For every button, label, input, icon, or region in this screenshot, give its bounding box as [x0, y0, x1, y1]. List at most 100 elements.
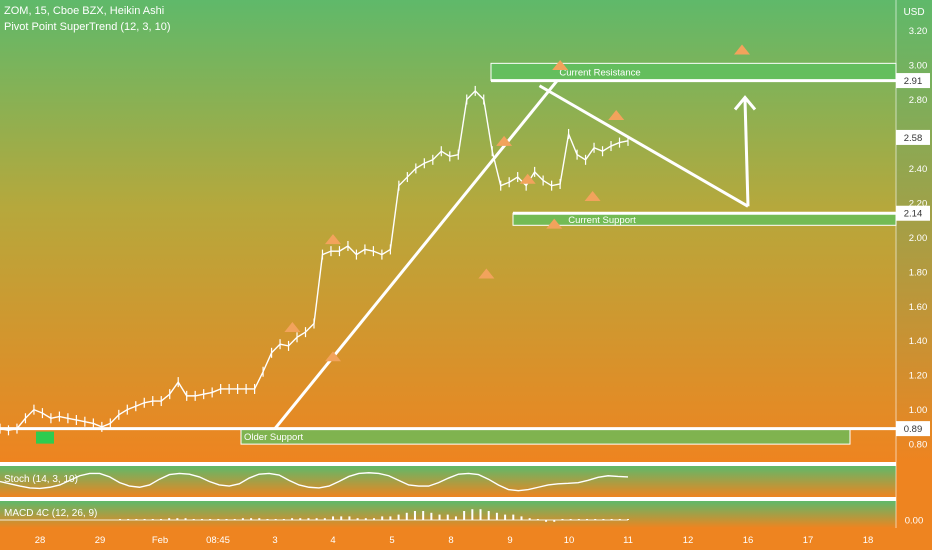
time-axis-tick: 5: [389, 535, 394, 546]
price-axis-unit: USD: [903, 7, 924, 18]
macd-bar: [184, 518, 187, 520]
falling-trendline: [538, 84, 749, 208]
macd-pane-background: [0, 501, 896, 528]
macd-bar: [504, 514, 507, 520]
time-axis-tick: 29: [95, 535, 106, 546]
time-axis-tick: 10: [564, 535, 575, 546]
time-axis-tick: 8: [448, 535, 453, 546]
stoch-pane-label: Stoch (14, 3, 10): [4, 474, 78, 485]
supertrend-up-marker: [496, 135, 513, 146]
price-badge-label: 2.14: [904, 209, 923, 220]
time-axis-tick: 9: [507, 535, 512, 546]
price-axis-tick: 0.80: [909, 440, 928, 451]
price-badge: [896, 73, 930, 89]
time-axis-tick: 4: [330, 535, 335, 546]
price-axis-tick: 2.80: [909, 95, 928, 106]
time-axis-tick: 11: [623, 535, 633, 546]
time-axis-tick: Feb: [152, 535, 168, 546]
indicator-label: Pivot Point SuperTrend (12, 3, 10): [4, 21, 171, 33]
time-axis-tick: 3: [272, 535, 277, 546]
price-axis-tick: 2.40: [909, 164, 928, 175]
macd-bar: [397, 514, 400, 520]
macd-axis-tick: 0.00: [905, 516, 924, 527]
chart-title: ZOM, 15, Cboe BZX, Heikin Ashi: [4, 5, 165, 17]
price-axis-tick: 1.40: [909, 336, 928, 347]
macd-bar: [446, 514, 449, 520]
macd-bar: [299, 518, 302, 520]
price-badge: [896, 421, 930, 437]
macd-bar: [512, 514, 515, 520]
resistance-label: Current Resistance: [559, 67, 640, 78]
supertrend-down-marker: [325, 351, 341, 362]
time-axis-tick: 16: [743, 535, 754, 546]
price-badge-label: 2.91: [904, 76, 923, 87]
resistance-zone: [490, 62, 897, 82]
price-axis-tick: 1.60: [909, 302, 928, 313]
projection-arrow-head: [733, 95, 757, 111]
supertrend-start-marker: [36, 431, 54, 444]
stoch-line: [0, 472, 629, 492]
macd-bar: [430, 512, 433, 520]
macd-bar: [405, 512, 408, 520]
macd-bar: [258, 518, 261, 520]
macd-bar: [520, 516, 523, 520]
price-axis-tick: 2.20: [909, 198, 928, 209]
macd-bar: [479, 509, 482, 520]
macd-bar: [250, 518, 253, 520]
supertrend-down-marker: [478, 268, 495, 279]
macd-bar: [168, 518, 171, 520]
macd-bar: [413, 511, 416, 520]
supertrend-up-marker: [734, 44, 750, 55]
macd-bar: [307, 518, 310, 520]
rising-trendline: [273, 79, 559, 430]
macd-bar: [528, 518, 531, 520]
price-axis-tick: 3.00: [909, 61, 928, 72]
price-axis-tick: 1.20: [909, 371, 928, 382]
projection-arrow-shaft: [743, 99, 750, 207]
macd-bar: [545, 520, 548, 522]
macd-bar: [389, 516, 392, 520]
macd-bar: [340, 516, 343, 520]
macd-bar: [471, 509, 474, 520]
price-badge: [896, 129, 930, 145]
price-axis-tick: 3.20: [909, 26, 928, 37]
macd-bar: [454, 516, 457, 520]
macd-bar: [553, 520, 556, 522]
macd-bar: [348, 516, 351, 520]
older-support-label: Older Support: [244, 432, 304, 443]
time-axis-tick: 08:45: [206, 535, 230, 546]
macd-bar: [356, 518, 359, 520]
macd-bar: [381, 516, 384, 520]
macd-bar: [323, 518, 326, 520]
macd-bar: [364, 518, 367, 520]
supertrend-down-marker: [546, 218, 563, 229]
time-axis-tick: 17: [803, 535, 814, 546]
time-axis-tick: 12: [683, 535, 694, 546]
price-axis-tick: 2.00: [909, 233, 928, 244]
supertrend-up-marker: [325, 234, 341, 245]
price-badge: [896, 205, 930, 221]
time-axis-background: [0, 528, 932, 550]
macd-bar: [291, 518, 294, 520]
support-label: Current Support: [568, 215, 636, 226]
macd-bar: [241, 518, 244, 520]
macd-bar: [495, 512, 498, 520]
macd-bar: [438, 514, 441, 520]
older-support-zone: [240, 428, 851, 445]
supertrend-down-marker: [584, 191, 601, 202]
macd-bar: [422, 511, 425, 520]
macd-bar: [463, 511, 466, 520]
supertrend-up-marker: [284, 321, 301, 332]
stoch-pane-background: [0, 466, 896, 497]
macd-bar: [332, 516, 335, 520]
macd-bar: [176, 518, 179, 520]
price-badge-label: 0.89: [904, 424, 923, 435]
supertrend-down-marker: [519, 173, 536, 184]
macd-bar: [373, 518, 375, 520]
supertrend-up-marker: [608, 110, 625, 121]
macd-pane-label: MACD 4C (12, 26, 9): [4, 508, 98, 519]
pane-separator: [0, 462, 932, 466]
time-axis-tick: 18: [863, 535, 874, 546]
